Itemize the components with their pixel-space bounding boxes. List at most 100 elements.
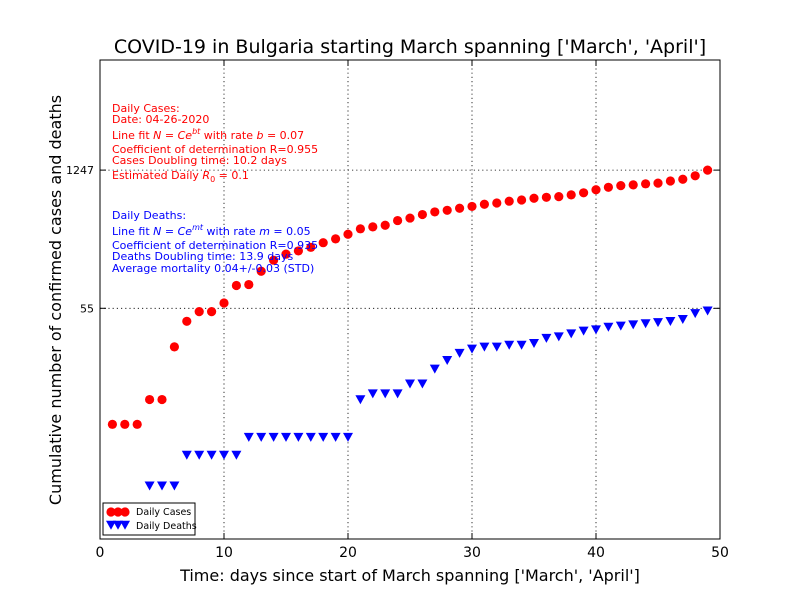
death-point	[305, 432, 316, 442]
death-point	[219, 450, 229, 460]
case-point	[566, 190, 576, 200]
case-point	[467, 201, 477, 212]
case-point	[703, 165, 713, 175]
death-point	[318, 432, 329, 442]
legend: Daily Cases Daily Deaths	[102, 502, 197, 536]
deaths-annotation-mortality: Average mortality 0.04+/-0.03 (STD)	[112, 262, 314, 275]
death-point	[293, 432, 304, 442]
death-point	[256, 432, 267, 442]
case-point	[256, 266, 266, 276]
case-point	[628, 180, 638, 190]
deaths-annotation-r: Coefficient of determination R=0.935	[112, 239, 318, 252]
legend-marker-daily-cases	[106, 507, 130, 517]
case-point	[430, 207, 440, 217]
cases-annotation: Daily Cases: Date: 04-26-2020 Line fit N…	[112, 102, 318, 184]
legend-marker-case-point	[120, 507, 130, 517]
case-point	[331, 234, 341, 244]
death-point	[367, 389, 378, 399]
death-point	[603, 322, 614, 332]
legend-label-daily-cases: Daily Cases	[136, 507, 191, 518]
case-point	[368, 222, 378, 232]
case-point	[393, 215, 403, 226]
case-point	[231, 280, 241, 291]
x-tick-label: 0	[96, 545, 105, 561]
deaths-annotation-heading: Daily Deaths:	[112, 209, 186, 222]
legend-label-daily-deaths: Daily Deaths	[136, 521, 197, 532]
death-point	[429, 364, 440, 374]
case-point	[442, 205, 452, 215]
case-point	[318, 238, 328, 248]
death-point	[591, 325, 601, 335]
case-point	[641, 179, 651, 189]
case-point	[194, 307, 204, 317]
death-point	[504, 340, 515, 350]
death-point	[665, 317, 676, 327]
axis-ticks: 0 10 20 30 40 50 55 1247	[66, 60, 729, 561]
case-point	[219, 298, 229, 308]
death-point	[355, 395, 366, 405]
case-point	[355, 224, 365, 234]
plot-frame	[99, 59, 721, 540]
death-point	[330, 432, 341, 442]
case-point	[182, 316, 192, 326]
x-axis-label: Time: days since start of March spanning…	[179, 566, 640, 585]
death-point	[690, 309, 701, 319]
x-tick-label: 40	[587, 545, 605, 561]
legend-marker-case-point	[106, 507, 116, 517]
death-point	[392, 389, 403, 399]
death-point	[566, 329, 577, 339]
case-point	[517, 195, 527, 205]
death-point	[529, 338, 539, 348]
case-point	[554, 192, 564, 202]
case-point	[132, 419, 142, 429]
case-point	[653, 178, 663, 188]
death-point	[640, 319, 651, 329]
death-point	[553, 332, 564, 342]
case-point	[678, 174, 688, 184]
death-point	[157, 481, 167, 491]
death-point	[281, 432, 291, 442]
case-point	[157, 394, 167, 405]
death-point	[677, 314, 688, 324]
cases-annotation-r: Coefficient of determination R=0.955	[112, 143, 318, 156]
case-point	[417, 209, 427, 220]
case-point	[269, 255, 279, 265]
death-point	[206, 450, 217, 460]
case-point	[492, 198, 502, 208]
series-daily-deaths	[144, 306, 713, 491]
death-point	[144, 481, 155, 491]
case-point	[405, 213, 415, 223]
death-point	[615, 321, 626, 331]
case-point	[380, 220, 390, 230]
y-tick-label: 55	[80, 302, 94, 315]
x-tick-label: 50	[711, 545, 729, 561]
death-point	[268, 432, 279, 442]
case-point	[529, 193, 539, 203]
case-point	[145, 394, 155, 405]
death-point	[467, 344, 477, 354]
death-point	[181, 450, 192, 460]
case-point	[455, 203, 465, 213]
case-point	[479, 199, 489, 209]
death-point	[343, 432, 353, 442]
death-point	[231, 450, 242, 460]
legend-marker-death-point	[106, 520, 116, 530]
cases-annotation-r0: Estimated Daily R0 = 0.1	[112, 169, 249, 184]
cases-annotation-doubling: Cases Doubling time: 10.2 days	[112, 154, 287, 167]
case-point	[107, 419, 117, 429]
legend-marker-daily-deaths	[106, 520, 130, 530]
series-daily-cases	[107, 165, 713, 429]
deaths-annotation: Daily Deaths: Line fit N = Cemt with rat…	[112, 209, 318, 275]
death-point	[380, 389, 391, 399]
case-point	[169, 342, 179, 352]
plot-area	[107, 165, 713, 491]
death-point	[491, 342, 502, 352]
death-point	[628, 320, 639, 330]
death-point	[417, 379, 428, 389]
death-point	[243, 432, 254, 442]
case-point	[207, 307, 217, 317]
death-point	[405, 379, 415, 389]
legend-marker-death-point	[113, 520, 123, 530]
case-point	[541, 192, 552, 202]
